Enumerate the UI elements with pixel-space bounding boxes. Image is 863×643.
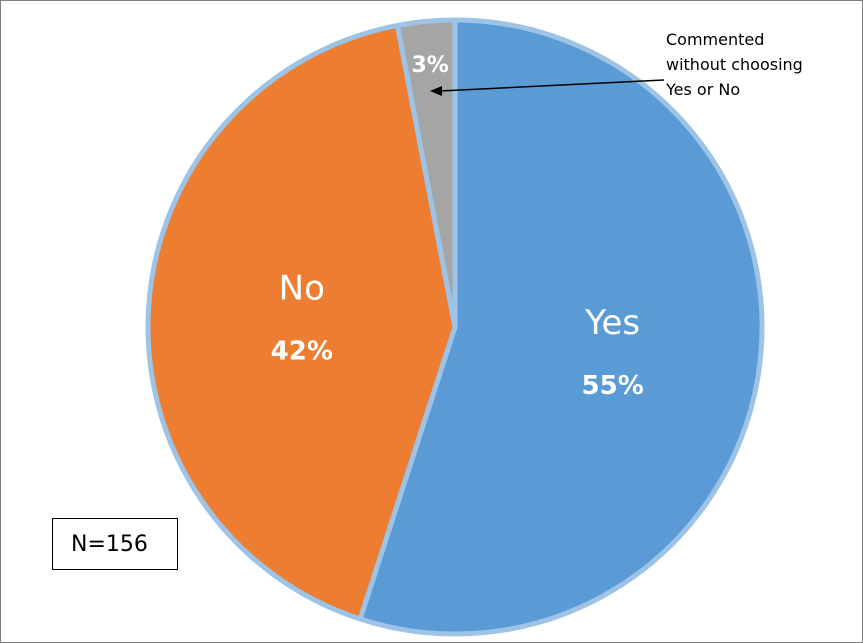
slice-category-label: Yes	[584, 303, 640, 343]
annotation-line-3: Yes or No	[666, 80, 741, 99]
annotation-arrow	[430, 79, 665, 96]
pie-labels: Yes 55% No 42% 3%	[271, 53, 644, 401]
slice-value-label: 3%	[411, 53, 448, 78]
annotation-line-1: Commented	[666, 30, 765, 49]
slice-value-label: 42%	[271, 336, 333, 366]
pie-slices	[145, 17, 765, 637]
pie-slice-commented	[394, 17, 458, 330]
sample-size-label: N=156	[71, 531, 148, 557]
slice-category-label: No	[279, 268, 325, 308]
sample-size-box: N=156	[52, 518, 178, 570]
pie-slice-yes	[357, 17, 765, 637]
annotation-line-2: without choosing	[666, 55, 803, 74]
slice-value-label: 55%	[582, 371, 644, 401]
pie-slice-no	[145, 22, 458, 622]
annotation-text: Commented without choosing Yes or No	[666, 27, 803, 102]
